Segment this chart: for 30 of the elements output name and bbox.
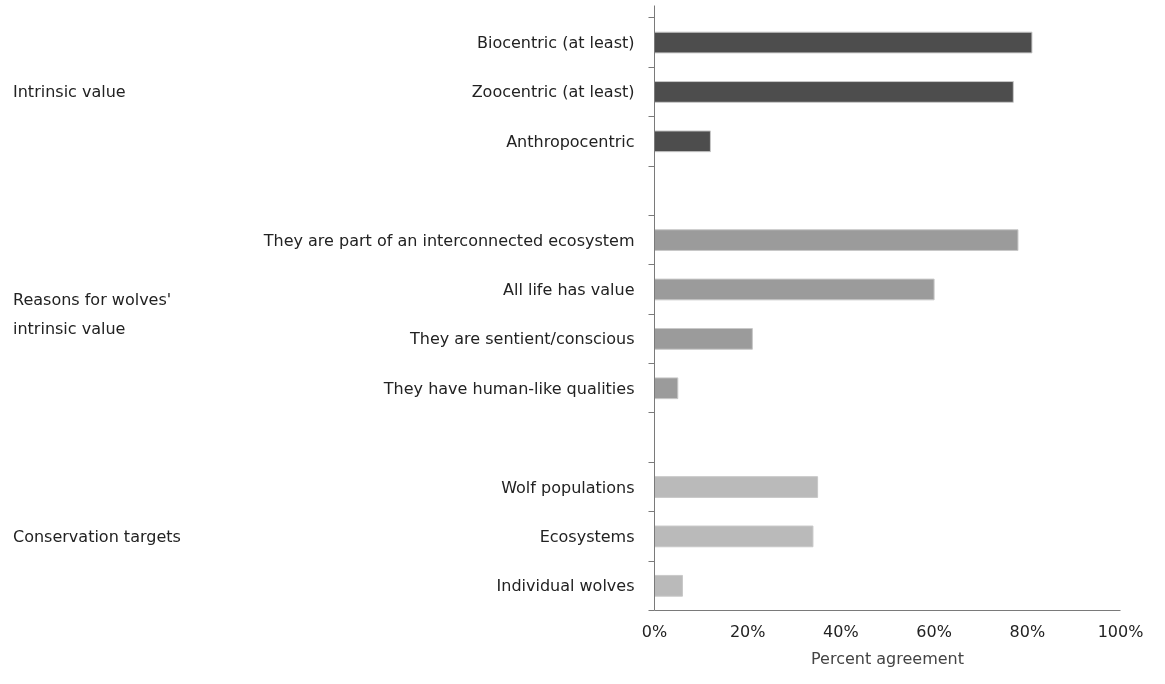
x-tick-label: 100% [1097, 621, 1144, 641]
text: Reasons for wolves' intrinsic value [13, 290, 172, 338]
x-axis-title: Percent agreement [811, 648, 965, 668]
y-tick-label: Wolf populations [501, 477, 635, 497]
bar [654, 476, 819, 498]
x-tick-label: 60% [916, 621, 952, 641]
x-tick-label: 0% [641, 621, 668, 641]
bar [654, 81, 1014, 103]
y-tick-label: Ecosystems [539, 526, 635, 546]
y-tick-label: They are sentient/conscious [408, 329, 635, 349]
bar [654, 328, 753, 350]
x-tick-label: 20% [729, 621, 766, 641]
y-tick-label: They are part of an interconnected ecosystem [262, 230, 635, 250]
bar [654, 130, 711, 153]
text: Conservation targets [13, 526, 181, 546]
bar [654, 377, 679, 400]
y-tick-label: Zoocentric (at least) [471, 82, 635, 102]
bar [654, 31, 1033, 54]
y-tick-label: Individual wolves [496, 576, 635, 596]
bar [654, 278, 935, 301]
bar [654, 229, 1019, 251]
y-tick-label: They have human-like qualities [382, 378, 635, 398]
x-tick-label: 40% [823, 621, 859, 641]
y-tick-label: Biocentric (at least) [476, 33, 635, 53]
bar [654, 525, 814, 548]
y-tick-label: All life has value [503, 279, 635, 299]
y-tick-label: Anthropocentric [506, 131, 635, 151]
bar [654, 574, 683, 597]
x-tick-label: 80% [1009, 621, 1046, 641]
text: Intrinsic value [13, 82, 126, 102]
